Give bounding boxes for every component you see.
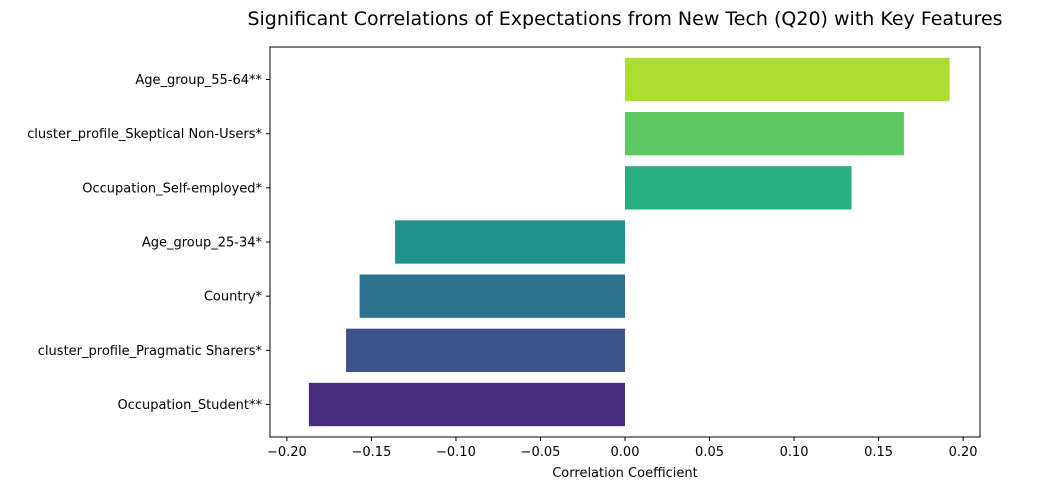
y-tick-label: Occupation_Self-employed* xyxy=(82,181,262,196)
x-ticks-group: −0.20 −0.15 −0.10 −0.05 0.00 0.05 0.10 0.15 0.20 xyxy=(267,437,978,460)
y-tick-label: Age_group_25-34* xyxy=(142,236,263,251)
bar-1 xyxy=(625,112,904,156)
bar-4 xyxy=(359,274,625,318)
x-tick-label: 0.15 xyxy=(864,445,893,460)
x-tick-label: −0.20 xyxy=(267,445,307,460)
x-tick-label: 0.20 xyxy=(949,445,978,460)
plot-frame xyxy=(269,46,981,438)
x-tick-label: 0.05 xyxy=(695,445,724,460)
chart-title: Significant Correlations of Expectations… xyxy=(247,8,1002,30)
y-tick-label: Occupation_Student** xyxy=(117,398,262,413)
bar-0 xyxy=(625,57,950,102)
x-axis-label: Correlation Coefficient xyxy=(552,466,698,481)
y-tick-labels: Age_group_55-64** cluster_profile_Skeptic… xyxy=(27,73,270,413)
bars-group xyxy=(308,57,950,427)
y-tick-label: Country* xyxy=(204,290,263,305)
x-tick-label: −0.05 xyxy=(521,445,561,460)
x-tick-label: 0.10 xyxy=(780,445,809,460)
y-tick-label: cluster_profile_Pragmatic Sharers* xyxy=(38,344,263,359)
x-tick-label: −0.10 xyxy=(436,445,476,460)
bar-5 xyxy=(346,328,625,372)
y-tick-label: Age_group_55-64** xyxy=(135,73,262,88)
y-tick-label: cluster_profile_Skeptical Non-Users* xyxy=(27,127,262,142)
bar-6 xyxy=(308,382,625,427)
bar-3 xyxy=(395,220,625,264)
bar-2 xyxy=(625,166,852,210)
x-tick-label: −0.15 xyxy=(352,445,392,460)
x-tick-label: 0.00 xyxy=(611,445,640,460)
